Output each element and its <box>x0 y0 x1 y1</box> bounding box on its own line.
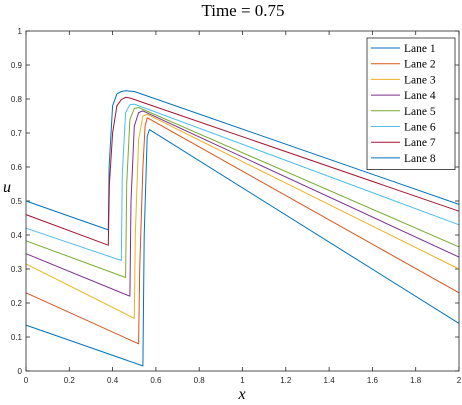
plot-area-frame <box>25 30 460 372</box>
y-tick-label: 1 <box>18 27 23 36</box>
series-line-lane-8 <box>25 129 460 367</box>
y-tick-label: 0.1 <box>11 333 23 342</box>
y-tick-label: 0.8 <box>11 95 23 104</box>
y-tick-label: 0.9 <box>11 61 23 70</box>
legend-label-lane-6: Lane 6 <box>404 122 436 134</box>
x-tick-label: 1 <box>240 376 245 385</box>
legend-label-lane-2: Lane 2 <box>404 59 436 71</box>
y-tick-label: 0 <box>18 367 23 376</box>
legend-label-lane-4: Lane 4 <box>404 90 436 102</box>
legend-label-lane-8: Lane 8 <box>404 153 436 165</box>
y-tick-label: 0.5 <box>11 197 23 206</box>
series-line-lane-4 <box>25 110 460 297</box>
y-tick-label: 0.2 <box>11 299 23 308</box>
x-tick-label: 1.8 <box>410 376 422 385</box>
x-tick-label: 0 <box>24 376 29 385</box>
legend-label-lane-7: Lane 7 <box>404 137 436 149</box>
legend-label-lane-1: Lane 1 <box>404 43 436 55</box>
y-tick-label: 0.4 <box>11 231 23 240</box>
y-tick-label: 0.3 <box>11 265 23 274</box>
legend: Lane 1 Lane 2 Lane 3 Lane 4 Lane 5 Lane 6 Lane… <box>366 37 456 171</box>
series-line-lane-3 <box>25 113 460 319</box>
series-lines <box>25 90 460 367</box>
x-tick-label: 1.4 <box>324 376 336 385</box>
legend-box <box>366 37 456 171</box>
x-tick-label: 0.2 <box>64 376 76 385</box>
x-axis-label: x <box>237 386 245 403</box>
legend-label-lane-3: Lane 3 <box>404 74 436 86</box>
x-tick-label: 1.6 <box>367 376 379 385</box>
y-tick-label: 0.7 <box>11 129 23 138</box>
series-line-lane-6 <box>25 103 460 261</box>
series-line-lane-2 <box>25 117 460 345</box>
legend-label-lane-5: Lane 5 <box>404 106 436 118</box>
series-line-lane-5 <box>25 107 460 278</box>
x-tick-label: 0.8 <box>194 376 206 385</box>
chart-title: Time = 0.75 <box>201 1 284 20</box>
series-line-lane-7 <box>25 96 460 246</box>
x-tick-label: 1.2 <box>280 376 292 385</box>
y-tick-label: 0.6 <box>11 163 23 172</box>
axis-ticks: 0 0.2 0.4 0.6 0.8 1 1.2 1.4 1.6 1.8 2 0 0.1 0.2 0.3 0.4… <box>11 27 462 385</box>
x-tick-label: 0.4 <box>107 376 119 385</box>
x-tick-label: 2 <box>457 376 462 385</box>
x-tick-label: 0.6 <box>150 376 162 385</box>
y-axis-label: u <box>3 179 11 196</box>
